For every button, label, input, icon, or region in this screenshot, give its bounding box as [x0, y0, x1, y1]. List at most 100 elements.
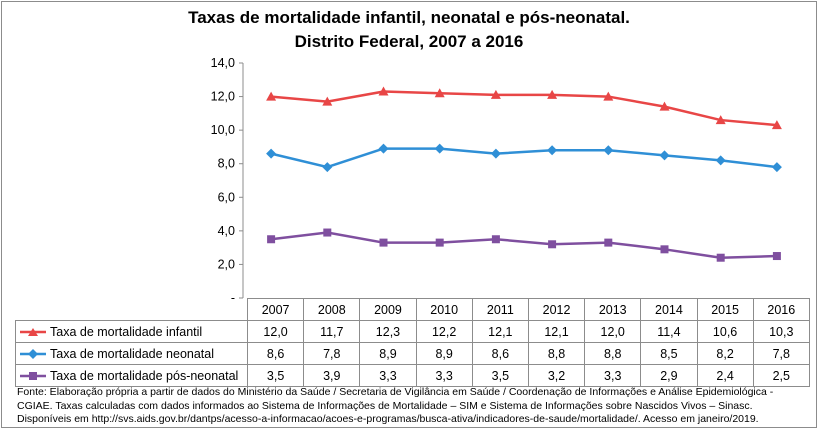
data-point-triangle: [434, 88, 445, 98]
data-point-triangle: [322, 96, 333, 106]
year-header: 2010: [415, 298, 473, 321]
legend-label: Taxa de mortalidade neonatal: [50, 346, 215, 361]
data-point-triangle: [771, 120, 782, 130]
legend-triangle-icon: [20, 328, 46, 337]
data-cell: 12,1: [527, 320, 586, 343]
data-cell: 3,3: [415, 364, 473, 387]
data-cell: 3,5: [246, 364, 305, 387]
year-header: 2009: [359, 298, 417, 321]
table-header-row: 2007 2008 2009 2010 2011 2012 2013 2014 2015 2016: [15, 298, 810, 321]
data-cell: 12,0: [246, 320, 305, 343]
data-point-triangle: [266, 91, 277, 101]
footnote-availability: Disponíveis em http://svs.aids.gov.br/da…: [17, 413, 759, 425]
data-point-square: [323, 228, 332, 237]
data-point-triangle: [547, 89, 558, 99]
data-point-square: [267, 235, 276, 244]
data-point-diamond: [603, 145, 614, 156]
year-header: 2013: [584, 298, 642, 321]
data-point-square: [435, 238, 444, 247]
y-tick-label: 8,0: [218, 157, 235, 171]
data-point-triangle: [490, 89, 501, 99]
legend-diamond-icon: [20, 349, 46, 360]
data-cell: 12,0: [584, 320, 642, 343]
chart-subtitle: Distrito Federal, 2007 a 2016: [294, 32, 524, 51]
data-point-square: [604, 238, 613, 247]
data-cell: 8,6: [246, 342, 305, 365]
legend-label: Taxa de mortalidade pós-neonatal: [50, 368, 239, 383]
data-point-diamond: [659, 150, 670, 161]
data-cell: 12,2: [415, 320, 473, 343]
data-cell: 3,3: [584, 364, 642, 387]
table-row: Taxa de mortalidade pós-neonatal 3,5 3,9 3,…: [15, 364, 810, 387]
chart-title: Taxas de mortalidade infantil, neonatal …: [188, 8, 630, 27]
data-point-triangle: [378, 86, 389, 96]
data-point-diamond: [490, 148, 501, 159]
data-cell: 11,4: [640, 320, 698, 343]
data-table: 2007 2008 2009 2010 2011 2012 2013 2014 2015 2016…: [15, 298, 810, 387]
data-cell: 3,3: [359, 364, 417, 387]
data-point-square: [660, 245, 669, 254]
data-cell: 2,5: [752, 364, 810, 387]
table-row: Taxa de mortalidade neonatal 8,6 7,8 8,9 8,9…: [15, 342, 810, 365]
data-point-diamond: [378, 143, 389, 154]
data-point-triangle: [603, 91, 614, 101]
year-header: 2008: [303, 298, 361, 321]
series-line-diamond: [270, 147, 778, 169]
year-header: 2011: [471, 298, 529, 321]
y-tick-label: 10,0: [211, 123, 235, 137]
legend-entry: Taxa de mortalidade infantil: [15, 320, 248, 343]
y-tick-label: 2,0: [218, 257, 235, 271]
data-cell: 2,9: [640, 364, 698, 387]
data-cell: 8,2: [696, 342, 754, 365]
year-header: 2014: [640, 298, 698, 321]
data-point-square: [772, 252, 781, 261]
data-cell: 2,4: [696, 364, 754, 387]
y-tick-label: 12,0: [211, 90, 235, 104]
data-cell: 8,8: [584, 342, 642, 365]
data-cell: 3,5: [471, 364, 529, 387]
data-cell: 7,8: [752, 342, 810, 365]
data-cell: 8,9: [415, 342, 473, 365]
series-line-square: [270, 231, 777, 259]
data-point-triangle: [659, 101, 670, 111]
data-point-diamond: [266, 148, 277, 159]
year-header: 2012: [527, 298, 586, 321]
data-point-diamond: [771, 162, 782, 173]
y-tick-label: 14,0: [211, 56, 235, 70]
plot-area: - 2,0 4,0 6,0 8,0 10,0 12,0 14,0: [211, 56, 782, 300]
data-point-diamond: [547, 145, 558, 156]
year-header: 2007: [246, 298, 305, 321]
data-cell: 7,8: [303, 342, 361, 365]
y-tick-label: 4,0: [218, 224, 235, 238]
year-header: 2015: [696, 298, 754, 321]
y-tick-label: 6,0: [218, 190, 235, 204]
data-cell: 12,3: [359, 320, 417, 343]
data-point-square: [548, 240, 557, 249]
data-point-square: [716, 253, 725, 262]
data-cell: 11,7: [303, 320, 361, 343]
legend-entry: Taxa de mortalidade pós-neonatal: [15, 364, 248, 387]
legend-square-icon: [20, 372, 46, 381]
data-cell: 10,3: [752, 320, 810, 343]
data-cell: 3,9: [303, 364, 361, 387]
data-point-triangle: [715, 115, 726, 125]
data-cell: 10,6: [696, 320, 754, 343]
data-cell: 8,9: [359, 342, 417, 365]
data-point-square: [379, 238, 388, 247]
data-cell: 12,1: [471, 320, 529, 343]
footnote-source: Fonte: Elaboração própria a partir de da…: [17, 386, 774, 412]
data-point-diamond: [434, 143, 445, 154]
year-header: 2016: [752, 298, 810, 321]
data-point-diamond: [322, 162, 333, 173]
table-row: Taxa de mortalidade infantil 12,0 11,7 12,3…: [15, 320, 810, 343]
legend-label: Taxa de mortalidade infantil: [50, 324, 203, 339]
legend-entry: Taxa de mortalidade neonatal: [15, 342, 248, 365]
data-point-square: [491, 235, 500, 244]
data-cell: 8,8: [527, 342, 586, 365]
series-line-triangle: [270, 90, 778, 127]
data-cell: 8,6: [471, 342, 529, 365]
data-point-diamond: [715, 155, 726, 166]
y-tick-label: -: [231, 291, 235, 300]
data-cell: 8,5: [640, 342, 698, 365]
